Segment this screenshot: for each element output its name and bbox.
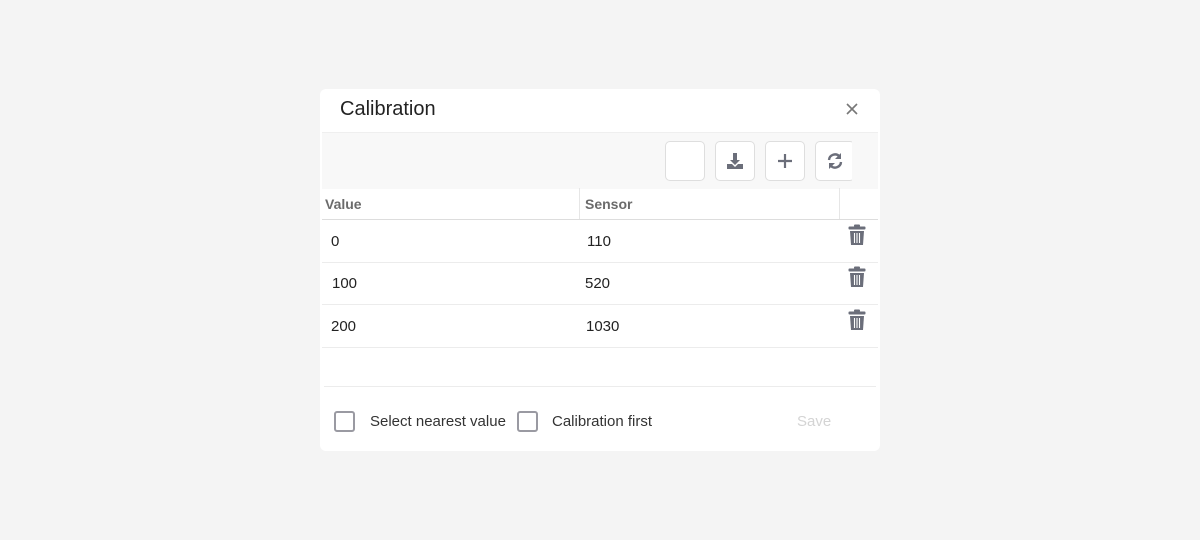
plus-icon xyxy=(778,154,792,168)
download-button[interactable] xyxy=(715,141,755,181)
refresh-button[interactable] xyxy=(815,141,855,181)
select-nearest-label: Select nearest value xyxy=(370,413,506,430)
select-nearest-checkbox[interactable] xyxy=(334,411,355,432)
sensor-cell[interactable]: 1030 xyxy=(586,318,620,335)
add-row-button[interactable] xyxy=(765,141,805,181)
value-cell[interactable]: 0 xyxy=(331,233,340,250)
trash-icon xyxy=(848,309,866,330)
table-row: 100 520 xyxy=(322,262,878,305)
download-icon xyxy=(727,153,743,169)
close-button[interactable] xyxy=(842,99,862,119)
delete-row-button[interactable] xyxy=(848,309,866,335)
value-cell[interactable]: 100 xyxy=(332,275,358,292)
close-icon xyxy=(846,103,858,115)
calibration-dialog: Calibration Value Sensor 0 110 100 520 200 10… xyxy=(320,89,880,451)
table-row: 200 1030 xyxy=(322,305,878,348)
calibration-first-label: Calibration first xyxy=(552,413,653,430)
column-header-sensor[interactable]: Sensor xyxy=(585,196,633,212)
trash-icon xyxy=(848,266,866,287)
table-row: 0 110 xyxy=(322,220,878,263)
divider xyxy=(324,386,876,387)
dialog-title: Calibration xyxy=(340,98,436,120)
value-cell[interactable]: 200 xyxy=(331,318,357,335)
save-button[interactable]: Save xyxy=(797,413,832,430)
sensor-cell[interactable]: 110 xyxy=(587,233,611,250)
calibration-first-checkbox[interactable] xyxy=(517,411,538,432)
column-header-value[interactable]: Value xyxy=(325,196,362,212)
trash-icon xyxy=(848,224,866,245)
sensor-cell[interactable]: 520 xyxy=(585,275,611,292)
toolbar xyxy=(322,132,878,189)
delete-row-button[interactable] xyxy=(848,266,866,292)
refresh-icon xyxy=(827,153,843,169)
table-header: Value Sensor xyxy=(322,188,878,220)
blank-button[interactable] xyxy=(665,141,705,181)
delete-row-button[interactable] xyxy=(848,224,866,250)
